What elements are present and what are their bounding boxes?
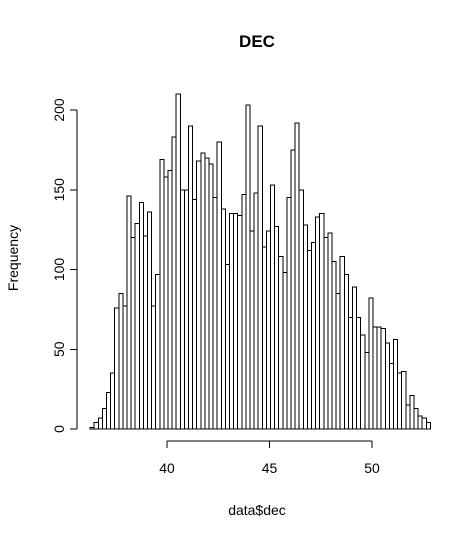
histogram-bar — [388, 363, 395, 430]
histogram-bar — [188, 125, 194, 430]
histogram-bar — [159, 158, 165, 430]
histogram-bar — [274, 225, 280, 430]
histogram-bar — [110, 372, 116, 430]
histogram-bar — [409, 395, 415, 430]
histogram-bar — [212, 197, 218, 430]
histogram-bar — [179, 189, 185, 430]
y-tick-label: 150 — [51, 178, 67, 202]
y-tick-label: 100 — [51, 258, 67, 282]
histogram-bar — [401, 371, 407, 430]
histogram-bar — [126, 195, 132, 430]
histogram-bar — [331, 261, 337, 430]
histogram-bar — [356, 316, 362, 430]
histogram-bar — [311, 241, 317, 430]
histogram-bar — [327, 232, 333, 430]
histogram-bar — [384, 342, 390, 430]
histogram-bar — [270, 184, 276, 430]
histogram-bar — [138, 202, 144, 430]
histogram-bar — [114, 307, 120, 430]
histogram-bar — [265, 230, 272, 430]
histogram-bar — [204, 157, 210, 430]
histogram-bar — [237, 214, 243, 430]
histogram-bar — [130, 237, 136, 430]
histogram-bar — [298, 189, 304, 430]
histogram-bar — [208, 163, 214, 430]
histogram-bar — [319, 213, 325, 430]
histogram-bar — [151, 305, 157, 430]
histogram-bar — [101, 407, 108, 430]
histogram-bar — [142, 235, 149, 430]
histogram-bar — [282, 272, 288, 430]
histogram-bar — [200, 152, 206, 430]
histogram-bar — [163, 176, 169, 430]
histogram-bar — [376, 326, 382, 430]
histogram-bar — [413, 407, 419, 430]
histogram-bar — [294, 122, 300, 430]
histogram-bar — [147, 211, 153, 430]
histogram-bar — [360, 334, 366, 430]
histogram-bars — [89, 93, 431, 430]
histogram-bar — [323, 237, 329, 430]
histogram-bar — [347, 316, 354, 430]
histogram-bar — [245, 104, 251, 430]
histogram-bar — [393, 339, 399, 430]
histogram-bar — [306, 249, 313, 430]
histogram-bar — [343, 273, 349, 430]
x-axis-label: data$dec — [228, 502, 286, 518]
histogram-bar — [364, 351, 370, 430]
y-tick-label: 50 — [51, 341, 67, 357]
histogram-bar — [220, 208, 226, 430]
histogram-bar — [167, 170, 173, 430]
histogram-bar — [335, 292, 341, 430]
y-tick-label: 0 — [51, 425, 67, 433]
histogram-bar — [261, 246, 267, 430]
x-tick-label: 40 — [159, 460, 175, 476]
histogram-bar — [315, 216, 321, 430]
histogram-bar — [278, 256, 284, 430]
histogram-bar — [302, 224, 308, 430]
histogram-bar — [249, 230, 255, 430]
histogram-bar — [372, 326, 378, 430]
histogram-bar — [286, 197, 292, 430]
histogram-bar — [118, 292, 124, 430]
histogram-bar — [241, 194, 247, 430]
histogram-bar — [155, 273, 161, 430]
chart-title: DEC — [239, 32, 275, 51]
histogram-bar — [339, 256, 345, 430]
histogram-bar — [368, 297, 374, 430]
histogram-bar — [192, 198, 198, 430]
x-tick-label: 50 — [364, 460, 380, 476]
histogram-bar — [380, 328, 386, 430]
histogram-bar — [425, 422, 431, 430]
y-tick-label: 200 — [51, 98, 67, 122]
histogram-bar — [224, 264, 231, 430]
histogram-bar — [257, 125, 263, 430]
histogram-bar — [421, 417, 427, 430]
histogram-bar — [405, 404, 411, 430]
histogram-bar — [417, 415, 423, 430]
histogram-bar — [196, 160, 202, 430]
histogram-bar — [183, 189, 190, 430]
histogram-bar — [290, 149, 296, 430]
histogram-bar — [134, 222, 140, 430]
histogram-bar — [97, 417, 103, 430]
histogram-bar — [171, 136, 177, 430]
histogram-bar — [233, 213, 239, 430]
histogram-bar — [122, 305, 128, 430]
histogram-bar — [229, 213, 235, 430]
y-axis-label: Frequency — [5, 225, 21, 291]
histogram-bar — [93, 422, 99, 430]
x-tick-label: 45 — [262, 460, 278, 476]
histogram-bar — [216, 141, 222, 430]
histogram-bar — [253, 192, 259, 430]
histogram-bar — [175, 93, 181, 430]
histogram-bar — [397, 372, 403, 430]
x-axis: 40 45 50 — [159, 440, 380, 476]
histogram-bar — [352, 286, 358, 430]
histogram-bar — [89, 426, 95, 430]
y-axis: 0 50 100 150 200 — [51, 98, 78, 433]
histogram-bar — [106, 391, 112, 430]
